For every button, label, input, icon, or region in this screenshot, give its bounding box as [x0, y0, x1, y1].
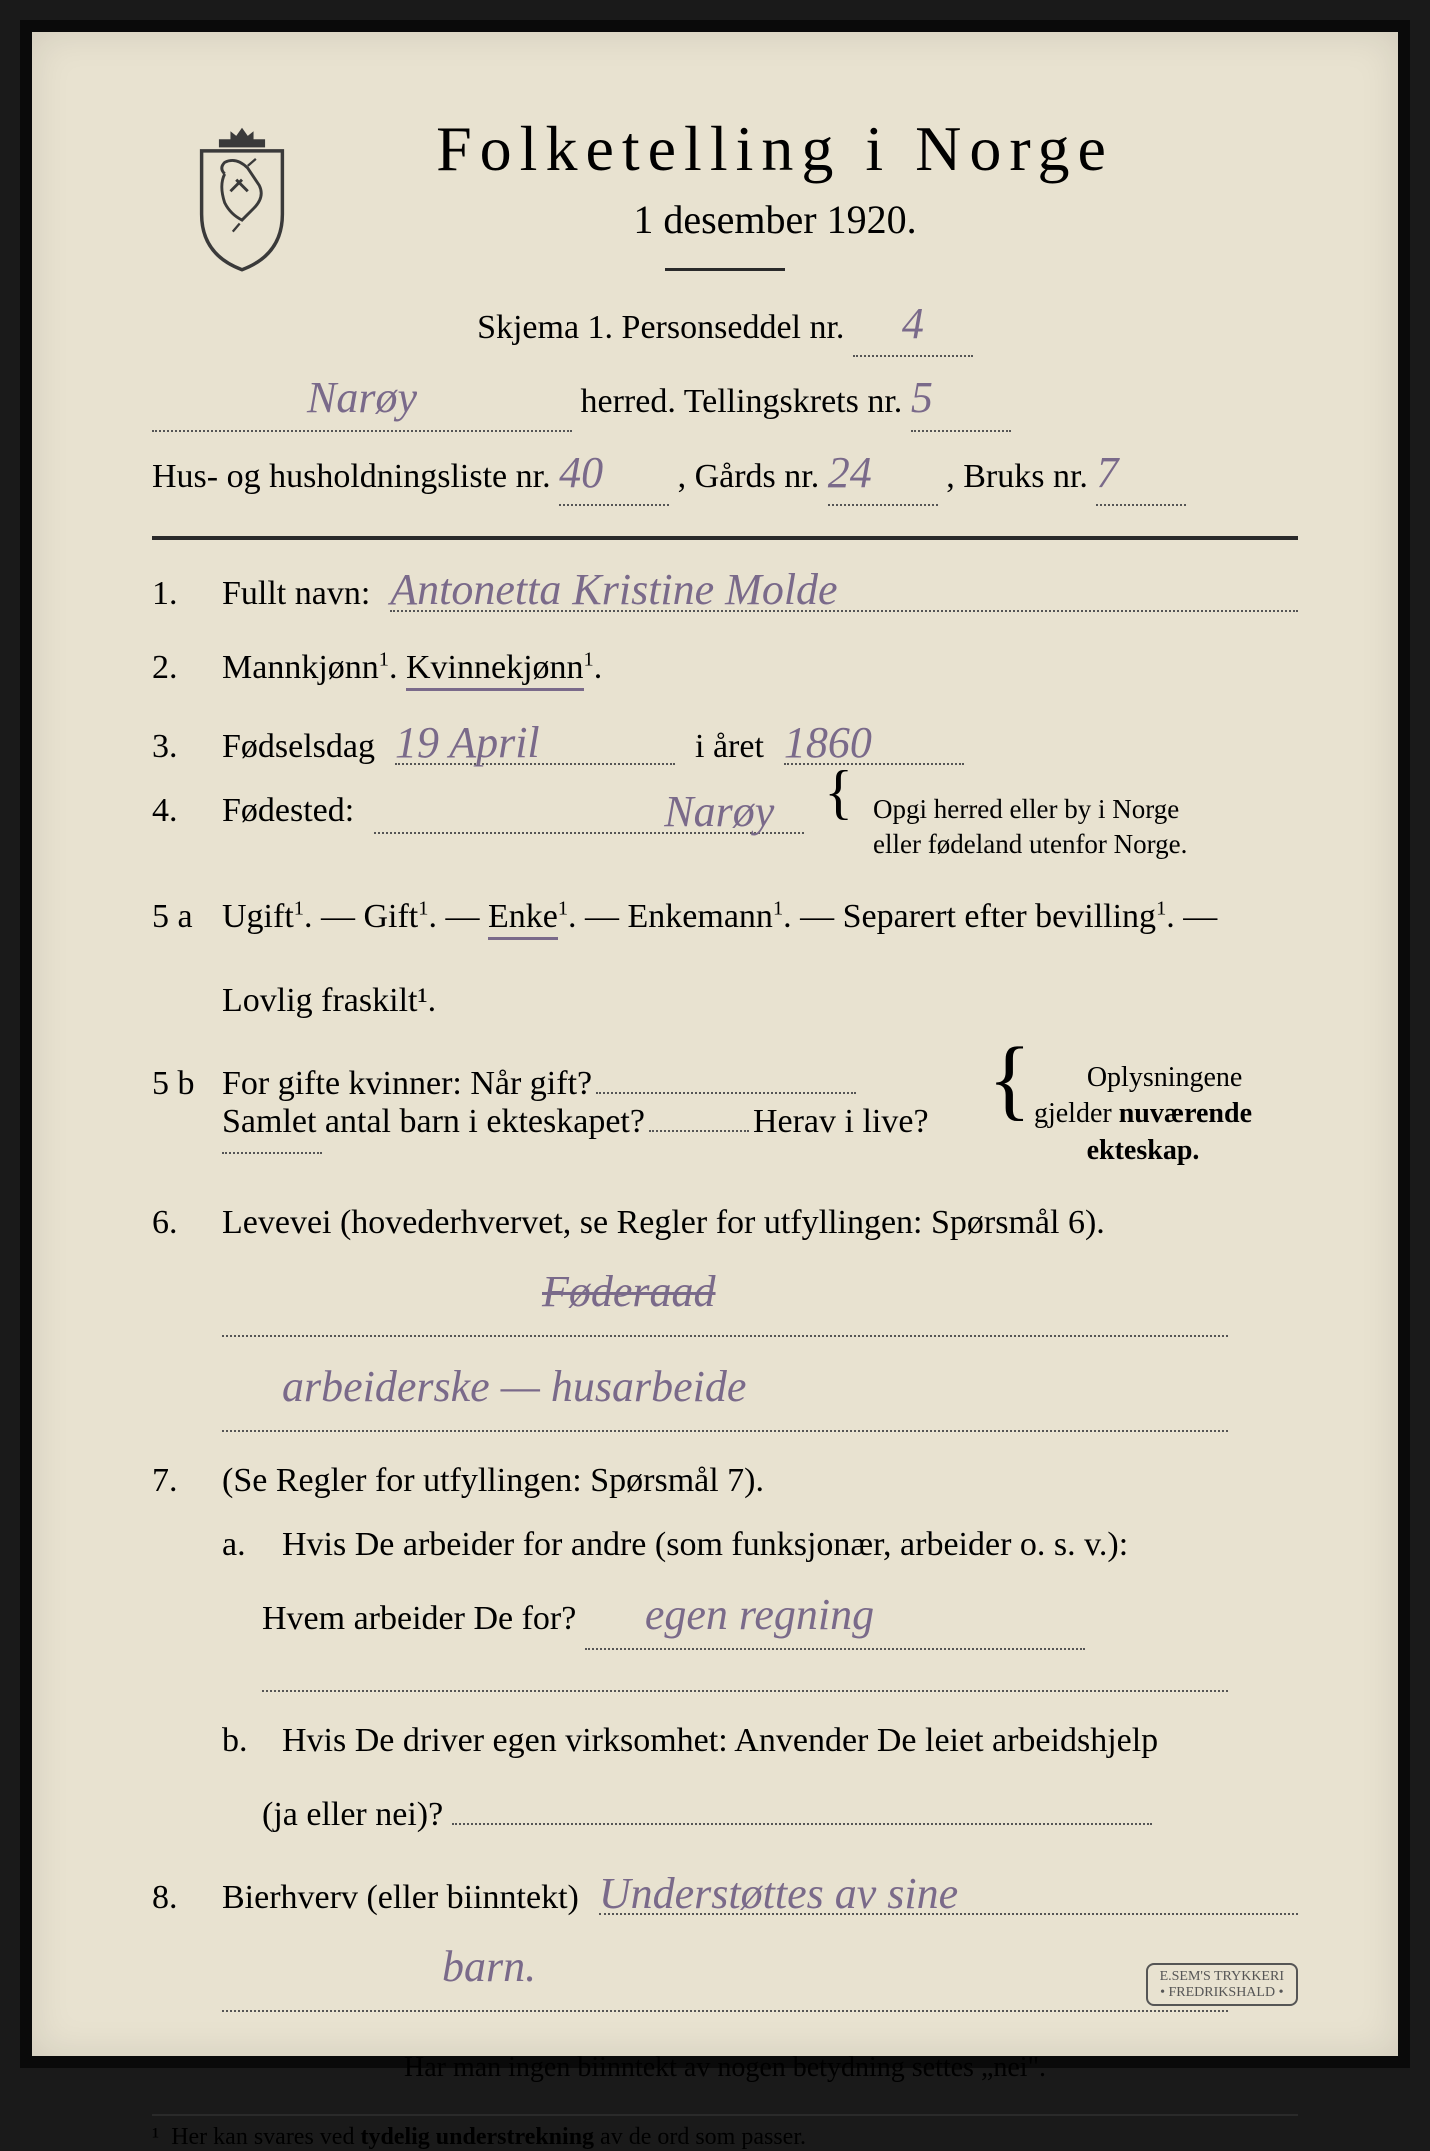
q4-note1: Opgi herred eller by i Norge [873, 794, 1179, 824]
q7a-num: a. [222, 1526, 262, 1564]
census-form: Folketelling i Norge 1 desember 1920. Sk… [20, 20, 1410, 2068]
q4-label: Fødested: [222, 792, 354, 830]
q7a-blank [262, 1690, 1228, 1692]
herred-label: herred. Tellingskrets nr. [581, 383, 903, 420]
q5b-l1: For gifte kvinner: Når gift? [222, 1065, 592, 1102]
q4: 4. Fødested: Narøy { Opgi herred eller b… [152, 792, 1298, 862]
q5a-opts: Ugift1. — Gift1. — Enke1. — Enkemann1. —… [222, 888, 1217, 946]
husliste-line: Hus- og husholdningsliste nr. 40 , Gårds… [152, 450, 1298, 506]
full-name: Antonetta Kristine Molde [390, 570, 837, 610]
q7a-l2-row: Hvem arbeider De for? egen regning [262, 1590, 1298, 1650]
q7a: a. Hvis De arbeider for andre (som funks… [222, 1526, 1298, 1564]
herred-line: Narøy herred. Tellingskrets nr. 5 [152, 375, 1298, 431]
q7a-l1: Hvis De arbeider for andre (som funksjon… [282, 1526, 1128, 1564]
q2-mann: Mannkjønn [222, 649, 379, 686]
section-divider [152, 536, 1298, 540]
q7a-val: egen regning [645, 1595, 874, 1635]
divider [665, 268, 785, 271]
q5b-l2: Samlet antal barn i ekteskapet? [222, 1103, 645, 1140]
q7: 7. (Se Regler for utfyllingen: Spørsmål … [152, 1462, 1298, 1500]
q3: 3. Fødselsdag 19 April i året 1860 [152, 723, 1298, 766]
q3-mid: i året [695, 728, 764, 766]
q8-num: 8. [152, 1879, 202, 1917]
personseddel-nr: 4 [902, 304, 924, 344]
skjema-line: Skjema 1. Personseddel nr. 4 [152, 301, 1298, 357]
q4-num: 4. [152, 792, 202, 830]
bruks-nr: 7 [1096, 453, 1118, 493]
q5a: 5 a Ugift1. — Gift1. — Enke1. — Enkemann… [152, 888, 1298, 946]
footnote-text: ¹ Her kan svares ved tydelig understrekn… [152, 2124, 806, 2150]
printer-stamp: E.SEM'S TRYKKERI • FREDRIKSHALD • [1146, 1963, 1298, 2006]
stamp-line2: • FREDRIKSHALD • [1160, 1985, 1283, 2000]
bruks-label: , Bruks nr. [946, 458, 1088, 495]
q5a-line2: Lovlig fraskilt¹. [222, 972, 1298, 1030]
q6-val2: arbeiderske — husarbeide [282, 1367, 746, 1407]
q5b-note2: gjelder nuværende [1034, 1098, 1252, 1129]
q6-num: 6. [152, 1204, 202, 1242]
page-title: Folketelling i Norge [252, 112, 1298, 186]
q1-num: 1. [152, 575, 202, 613]
q1-label: Fullt navn: [222, 575, 370, 613]
q7-num: 7. [152, 1462, 202, 1500]
q7b-num: b. [222, 1722, 262, 1760]
footer-note: Har man ingen biinntekt av nogen betydni… [152, 2052, 1298, 2084]
page-subtitle: 1 desember 1920. [252, 196, 1298, 243]
q7a-l2: Hvem arbeider De for? [262, 1600, 576, 1637]
herred-value: Narøy [307, 378, 417, 418]
q5a-num: 5 a [152, 898, 202, 936]
q2-kvinne: Kvinnekjønn [406, 649, 584, 691]
gards-nr: 24 [828, 453, 872, 493]
header: Folketelling i Norge 1 desember 1920. [152, 112, 1298, 271]
q8-val2-line: barn. [222, 1957, 1228, 2012]
q6-val1: Føderaad [542, 1272, 716, 1312]
q7b-l1: Hvis De driver egen virksomhet: Anvender… [282, 1722, 1158, 1760]
q6-val1-line: Føderaad [222, 1282, 1228, 1337]
birth-year: 1860 [784, 723, 872, 763]
q1: 1. Fullt navn: Antonetta Kristine Molde [152, 570, 1298, 613]
q4-note: Opgi herred eller by i Norge eller fødel… [873, 792, 1187, 862]
q6: 6. Levevei (hovederhvervet, se Regler fo… [152, 1204, 1298, 1242]
q7b: b. Hvis De driver egen virksomhet: Anven… [222, 1722, 1298, 1760]
q8-label: Bierhverv (eller biinntekt) [222, 1879, 579, 1917]
q6-val2-line: arbeiderske — husarbeide [222, 1377, 1228, 1432]
q7-label: (Se Regler for utfyllingen: Spørsmål 7). [222, 1462, 764, 1500]
q2-num: 2. [152, 649, 202, 687]
q8-val2: barn. [442, 1947, 536, 1987]
q8-val1: Understøttes av sine [599, 1874, 958, 1914]
q5b: 5 b { Oplysningene gjelder nuværende ekt… [152, 1065, 1298, 1169]
q6-label: Levevei (hovederhvervet, se Regler for u… [222, 1204, 1105, 1242]
gards-label: , Gårds nr. [678, 458, 820, 495]
birthplace: Narøy [664, 792, 774, 832]
q2: 2. Mannkjønn1. Kvinnekjønn1. [152, 639, 1298, 697]
q3-num: 3. [152, 728, 202, 766]
footnote: ¹ Her kan svares ved tydelig understrekn… [152, 2114, 1298, 2151]
q3-label: Fødselsdag [222, 728, 375, 766]
q8: 8. Bierhverv (eller biinntekt) Understøt… [152, 1874, 1298, 1917]
q7b-l2: (ja eller nei)? [262, 1796, 443, 1833]
q5b-note3: ekteskap. [1087, 1135, 1200, 1166]
q4-note2: eller fødeland utenfor Norge. [873, 829, 1187, 859]
krets-nr: 5 [911, 378, 933, 418]
husliste-nr: 40 [559, 453, 603, 493]
skjema-label: Skjema 1. Personseddel nr. [477, 309, 844, 346]
q5b-note: { Oplysningene gjelder nuværende ekteska… [988, 1060, 1298, 1169]
q5b-l3: Herav i live? [753, 1103, 929, 1140]
stamp-line1: E.SEM'S TRYKKERI [1160, 1969, 1284, 1984]
q7b-l2-row: (ja eller nei)? [262, 1786, 1298, 1844]
q5b-num: 5 b [152, 1065, 202, 1103]
birth-day: 19 April [395, 723, 540, 763]
coat-of-arms-icon [182, 122, 302, 272]
husliste-label: Hus- og husholdningsliste nr. [152, 458, 551, 495]
q5b-note1: Oplysningene [1087, 1062, 1243, 1093]
